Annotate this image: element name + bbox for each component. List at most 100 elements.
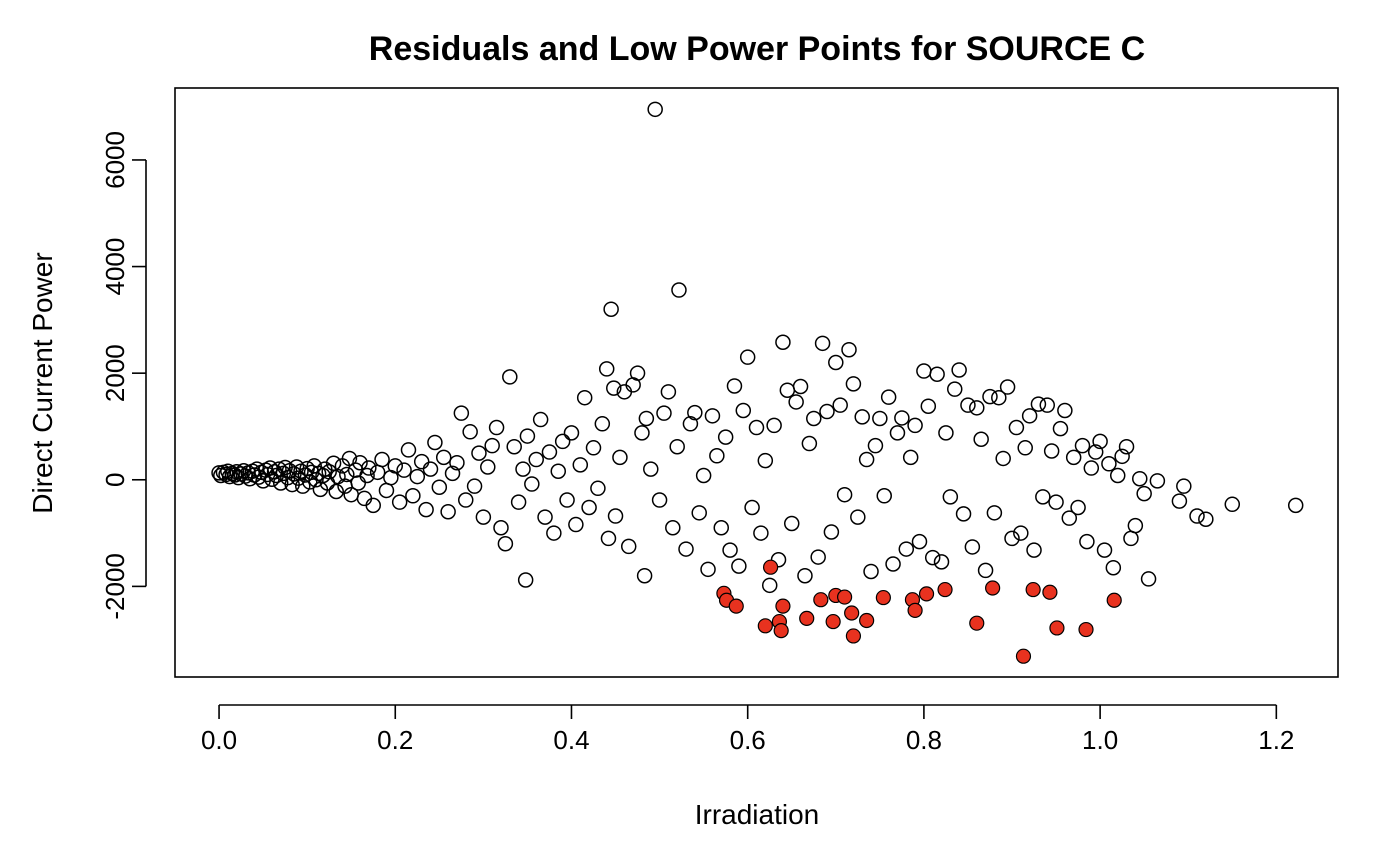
data-point [440, 504, 456, 520]
data-point [517, 572, 534, 588]
data-point [1127, 517, 1144, 534]
data-point [537, 509, 553, 525]
low-power-point [1025, 581, 1041, 598]
data-point [568, 516, 584, 533]
y-tick-label: 2000 [100, 344, 130, 402]
data-point [405, 488, 421, 504]
data-point [775, 334, 791, 351]
data-point [528, 451, 544, 468]
data-point [819, 403, 835, 420]
data-point [352, 454, 368, 471]
data-point [656, 405, 672, 421]
data-point [907, 417, 923, 434]
data-point [748, 419, 765, 436]
data-point [880, 389, 897, 405]
data-point [709, 448, 725, 464]
data-point [722, 542, 738, 558]
low-power-point [918, 586, 935, 602]
data-point [1021, 408, 1038, 424]
data-point [671, 282, 687, 298]
data-point [942, 489, 959, 505]
x-tick-label: 0.4 [553, 725, 589, 755]
data-point [341, 450, 358, 467]
data-point [378, 482, 395, 499]
y-axis: -2000 0 2000 4000 6000 [100, 131, 147, 620]
low-power-point [773, 623, 789, 639]
data-point [480, 459, 496, 475]
data-point [986, 505, 1003, 521]
data-point [1070, 499, 1086, 516]
y-tick-label: 0 [100, 473, 130, 487]
data-point [924, 549, 941, 566]
data-point [1087, 444, 1104, 460]
data-point [766, 417, 782, 434]
data-point [1052, 420, 1069, 437]
data-point [946, 381, 963, 397]
data-point [418, 501, 434, 518]
data-point [894, 410, 910, 426]
low-power-point [859, 612, 875, 629]
data-point [660, 384, 677, 400]
data-point [1017, 440, 1033, 456]
data-point [929, 366, 945, 382]
low-power-point [1042, 584, 1058, 600]
low-power-point [844, 605, 860, 621]
data-point [1061, 510, 1078, 526]
data-point [581, 499, 597, 516]
data-point [638, 410, 655, 427]
data-point [444, 465, 461, 482]
y-axis-label: Direct Current Power [27, 252, 58, 513]
data-point [502, 369, 518, 385]
data-point [1109, 467, 1126, 484]
data-point [643, 461, 659, 477]
data-point [458, 492, 474, 508]
data-point [902, 449, 919, 466]
data-point [726, 378, 743, 394]
low-power-point [825, 613, 841, 630]
data-point [519, 428, 536, 444]
low-power-point [757, 618, 773, 634]
data-point [792, 378, 809, 395]
data-point [810, 549, 826, 565]
data-point [391, 494, 408, 510]
data-point [1048, 494, 1064, 510]
data-point [497, 535, 514, 552]
data-point [867, 437, 884, 454]
low-power-point [937, 581, 953, 598]
data-point [484, 437, 500, 454]
data-point [801, 435, 818, 452]
x-tick-label: 1.2 [1258, 725, 1294, 755]
data-point [933, 554, 950, 570]
data-point [669, 438, 685, 455]
data-point [806, 410, 822, 427]
data-point [1079, 533, 1095, 550]
data-point [744, 499, 760, 516]
data-point [409, 468, 426, 485]
low-power-point [728, 598, 744, 614]
data-point [475, 509, 492, 525]
data-point [1189, 508, 1205, 524]
data-point [885, 556, 901, 572]
x-axis: 0.0 0.2 0.4 0.6 0.8 1.0 1.2 [201, 704, 1294, 755]
data-point [449, 454, 465, 471]
data-point [814, 335, 831, 352]
data-point [493, 520, 509, 536]
data-point [1013, 525, 1029, 541]
data-point [302, 474, 318, 490]
data-point [1096, 542, 1113, 558]
data-point [634, 425, 650, 441]
data-point [969, 400, 985, 416]
data-point [999, 379, 1016, 395]
data-point [510, 494, 527, 510]
x-tick-label: 0.8 [906, 725, 942, 755]
data-point [995, 450, 1011, 467]
data-point [1101, 456, 1117, 472]
low-power-point [907, 602, 923, 618]
data-point [546, 525, 562, 541]
data-point [1136, 485, 1152, 502]
data-point [1140, 571, 1157, 587]
data-point [704, 408, 721, 424]
data-point [396, 462, 412, 478]
data-point [691, 505, 707, 521]
